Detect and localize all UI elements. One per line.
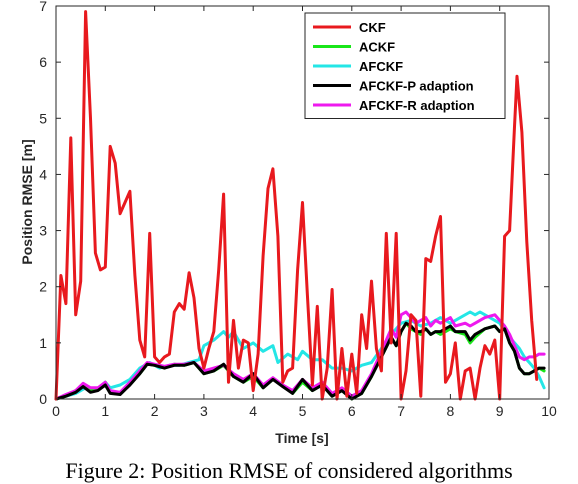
y-tick-label: 1	[39, 335, 47, 351]
x-tick-label: 7	[397, 403, 405, 419]
rmse-line-chart: 0 1 2 3 4 5 6 7 8 9 10 0 1 2 3 4 5 6 7 Time [s] Position …	[19, 0, 557, 446]
legend-entry-label: AFCKF-P adaption	[359, 79, 474, 94]
x-tick-label: 9	[496, 403, 504, 419]
y-tick-label: 3	[39, 223, 47, 239]
x-tick-label: 4	[249, 403, 257, 419]
series-layer	[54, 10, 546, 401]
x-tick-label: 5	[299, 403, 307, 419]
x-tick-label: 3	[200, 403, 208, 419]
y-tick-label: 4	[39, 166, 47, 182]
legend-entry-label: ACKF	[359, 40, 395, 55]
x-tick-label: 6	[348, 403, 356, 419]
x-axis-ticks: 0 1 2 3 4 5 6 7 8 9 10	[52, 6, 557, 419]
y-tick-label: 7	[39, 0, 47, 14]
x-tick-label: 0	[52, 403, 60, 419]
y-tick-label: 6	[39, 54, 47, 70]
x-axis-label: Time [s]	[275, 430, 328, 446]
x-tick-label: 1	[101, 403, 109, 419]
y-tick-label: 2	[39, 279, 47, 295]
y-tick-label: 5	[39, 110, 47, 126]
legend-entry-label: AFCKF-R adaption	[359, 98, 475, 113]
figure-caption: Figure 2: Position RMSE of considered al…	[65, 458, 513, 483]
series-line-ckf	[54, 10, 539, 401]
legend-entry-label: AFCKF	[359, 59, 403, 74]
legend-entry-label: CKF	[359, 20, 386, 35]
x-tick-label: 8	[447, 403, 455, 419]
legend: CKF ACKF AFCKF AFCKF-P adaption AFCKF-R adap…	[304, 12, 506, 119]
y-tick-label: 0	[39, 391, 47, 407]
y-axis-label: Position RMSE [m]	[19, 139, 35, 264]
y-axis-ticks: 0 1 2 3 4 5 6 7	[39, 0, 549, 407]
x-tick-label: 2	[151, 403, 159, 419]
x-tick-label: 10	[541, 403, 557, 419]
